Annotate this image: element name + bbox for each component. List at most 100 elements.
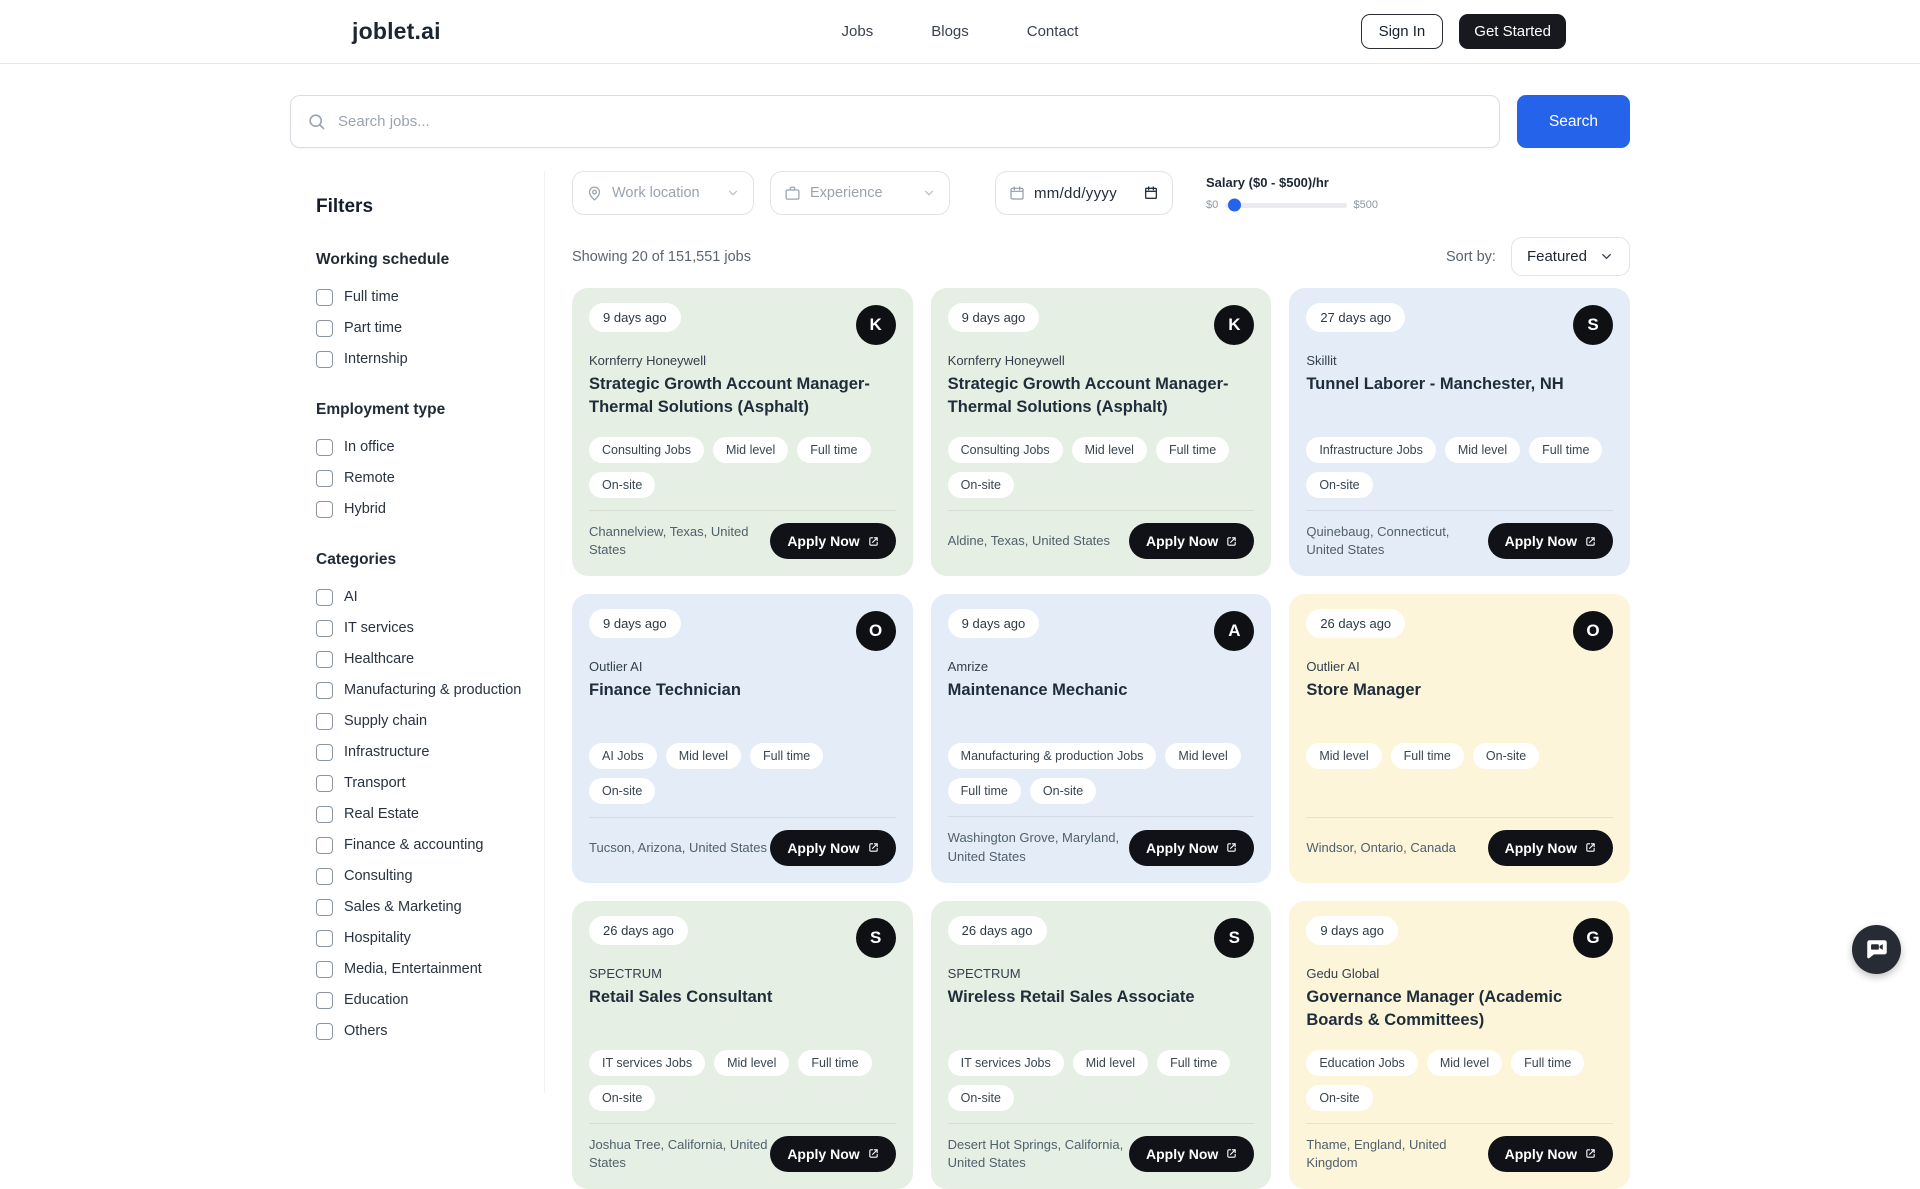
filter-option-hybrid[interactable]: Hybrid xyxy=(316,500,534,518)
job-tag[interactable]: On-site xyxy=(948,472,1014,498)
job-tag[interactable]: Full time xyxy=(1529,437,1602,463)
filter-option-transport[interactable]: Transport xyxy=(316,774,534,792)
job-tag[interactable]: Mid level xyxy=(1073,1050,1148,1076)
search-button[interactable]: Search xyxy=(1517,95,1630,148)
checkbox[interactable] xyxy=(316,930,333,947)
job-title[interactable]: Strategic Growth Account Manager-Thermal… xyxy=(589,373,896,419)
checkbox[interactable] xyxy=(316,351,333,368)
apply-now-button[interactable]: Apply Now xyxy=(1488,523,1613,559)
search-input[interactable] xyxy=(336,112,1483,131)
job-tag[interactable]: On-site xyxy=(1306,1085,1372,1111)
job-tag[interactable]: Full time xyxy=(750,743,823,769)
job-tag[interactable]: Mid level xyxy=(1306,743,1381,769)
job-tag[interactable]: Mid level xyxy=(713,437,788,463)
filter-option-education[interactable]: Education xyxy=(316,991,534,1009)
job-tag[interactable]: On-site xyxy=(948,1085,1014,1111)
nav-item-jobs[interactable]: Jobs xyxy=(842,23,874,40)
job-tag[interactable]: Mid level xyxy=(714,1050,789,1076)
chat-widget-button[interactable] xyxy=(1852,925,1901,974)
filter-option-ai[interactable]: AI xyxy=(316,588,534,606)
filter-option-full-time[interactable]: Full time xyxy=(316,288,534,306)
job-title[interactable]: Finance Technician xyxy=(589,679,896,702)
search-box[interactable] xyxy=(290,95,1500,148)
job-tag[interactable]: Mid level xyxy=(1072,437,1147,463)
job-tag[interactable]: IT services Jobs xyxy=(948,1050,1064,1076)
filter-option-finance-accounting[interactable]: Finance & accounting xyxy=(316,836,534,854)
checkbox[interactable] xyxy=(316,775,333,792)
sort-select[interactable]: Featured xyxy=(1511,237,1630,276)
filter-option-manufacturing[interactable]: Manufacturing & production xyxy=(316,681,534,699)
filter-option-real-estate[interactable]: Real Estate xyxy=(316,805,534,823)
job-tag[interactable]: Mid level xyxy=(1165,743,1240,769)
job-tag[interactable]: Full time xyxy=(1391,743,1464,769)
filter-option-part-time[interactable]: Part time xyxy=(316,319,534,337)
job-title[interactable]: Wireless Retail Sales Associate xyxy=(948,986,1255,1009)
job-tag[interactable]: On-site xyxy=(1306,472,1372,498)
job-title[interactable]: Strategic Growth Account Manager-Thermal… xyxy=(948,373,1255,419)
job-tag[interactable]: Full time xyxy=(798,1050,871,1076)
job-tag[interactable]: On-site xyxy=(589,472,655,498)
checkbox[interactable] xyxy=(316,651,333,668)
checkbox[interactable] xyxy=(316,620,333,637)
filter-option-it-services[interactable]: IT services xyxy=(316,619,534,637)
salary-slider-knob[interactable] xyxy=(1228,199,1241,212)
apply-now-button[interactable]: Apply Now xyxy=(1129,523,1254,559)
get-started-button[interactable]: Get Started xyxy=(1459,14,1566,49)
checkbox[interactable] xyxy=(316,961,333,978)
nav-item-blogs[interactable]: Blogs xyxy=(931,23,969,40)
checkbox[interactable] xyxy=(316,806,333,823)
job-tag[interactable]: IT services Jobs xyxy=(589,1050,705,1076)
filter-option-supply-chain[interactable]: Supply chain xyxy=(316,712,534,730)
checkbox[interactable] xyxy=(316,1023,333,1040)
job-tag[interactable]: On-site xyxy=(589,778,655,804)
checkbox[interactable] xyxy=(316,501,333,518)
nav-item-contact[interactable]: Contact xyxy=(1027,23,1079,40)
job-title[interactable]: Retail Sales Consultant xyxy=(589,986,896,1009)
job-tag[interactable]: On-site xyxy=(1473,743,1539,769)
apply-now-button[interactable]: Apply Now xyxy=(1488,830,1613,866)
checkbox[interactable] xyxy=(316,899,333,916)
job-tag[interactable]: Full time xyxy=(1511,1050,1584,1076)
job-title[interactable]: Store Manager xyxy=(1306,679,1613,702)
job-tag[interactable]: Full time xyxy=(797,437,870,463)
filter-option-healthcare[interactable]: Healthcare xyxy=(316,650,534,668)
job-tag[interactable]: Full time xyxy=(1157,1050,1230,1076)
filter-option-internship[interactable]: Internship xyxy=(316,350,534,368)
checkbox[interactable] xyxy=(316,992,333,1009)
filter-option-in-office[interactable]: In office xyxy=(316,438,534,456)
checkbox[interactable] xyxy=(316,320,333,337)
job-title[interactable]: Maintenance Mechanic xyxy=(948,679,1255,702)
apply-now-button[interactable]: Apply Now xyxy=(770,830,895,866)
job-tag[interactable]: Full time xyxy=(1156,437,1229,463)
checkbox[interactable] xyxy=(316,682,333,699)
apply-now-button[interactable]: Apply Now xyxy=(1129,1136,1254,1172)
filter-option-hospitality[interactable]: Hospitality xyxy=(316,929,534,947)
checkbox[interactable] xyxy=(316,713,333,730)
experience-select[interactable]: Experience xyxy=(770,171,950,215)
checkbox[interactable] xyxy=(316,439,333,456)
date-picker-icon[interactable] xyxy=(1143,185,1159,201)
job-tag[interactable]: Consulting Jobs xyxy=(948,437,1063,463)
checkbox[interactable] xyxy=(316,868,333,885)
job-tag[interactable]: On-site xyxy=(1030,778,1096,804)
filter-option-sales-marketing[interactable]: Sales & Marketing xyxy=(316,898,534,916)
checkbox[interactable] xyxy=(316,589,333,606)
apply-now-button[interactable]: Apply Now xyxy=(1488,1136,1613,1172)
brand-logo[interactable]: joblet.ai xyxy=(352,18,441,45)
filter-option-media-entertainment[interactable]: Media, Entertainment xyxy=(316,960,534,978)
checkbox[interactable] xyxy=(316,470,333,487)
job-tag[interactable]: Mid level xyxy=(666,743,741,769)
apply-now-button[interactable]: Apply Now xyxy=(1129,830,1254,866)
filter-option-consulting[interactable]: Consulting xyxy=(316,867,534,885)
job-tag[interactable]: Mid level xyxy=(1427,1050,1502,1076)
job-tag[interactable]: Mid level xyxy=(1445,437,1520,463)
checkbox[interactable] xyxy=(316,837,333,854)
job-tag[interactable]: Manufacturing & production Jobs xyxy=(948,743,1157,769)
job-tag[interactable]: Consulting Jobs xyxy=(589,437,704,463)
date-input[interactable]: mm/dd/yyyy xyxy=(995,171,1173,215)
salary-slider[interactable] xyxy=(1225,203,1346,208)
job-tag[interactable]: Education Jobs xyxy=(1306,1050,1417,1076)
job-tag[interactable]: Full time xyxy=(948,778,1021,804)
sign-in-button[interactable]: Sign In xyxy=(1361,14,1444,49)
job-tag[interactable]: On-site xyxy=(589,1085,655,1111)
